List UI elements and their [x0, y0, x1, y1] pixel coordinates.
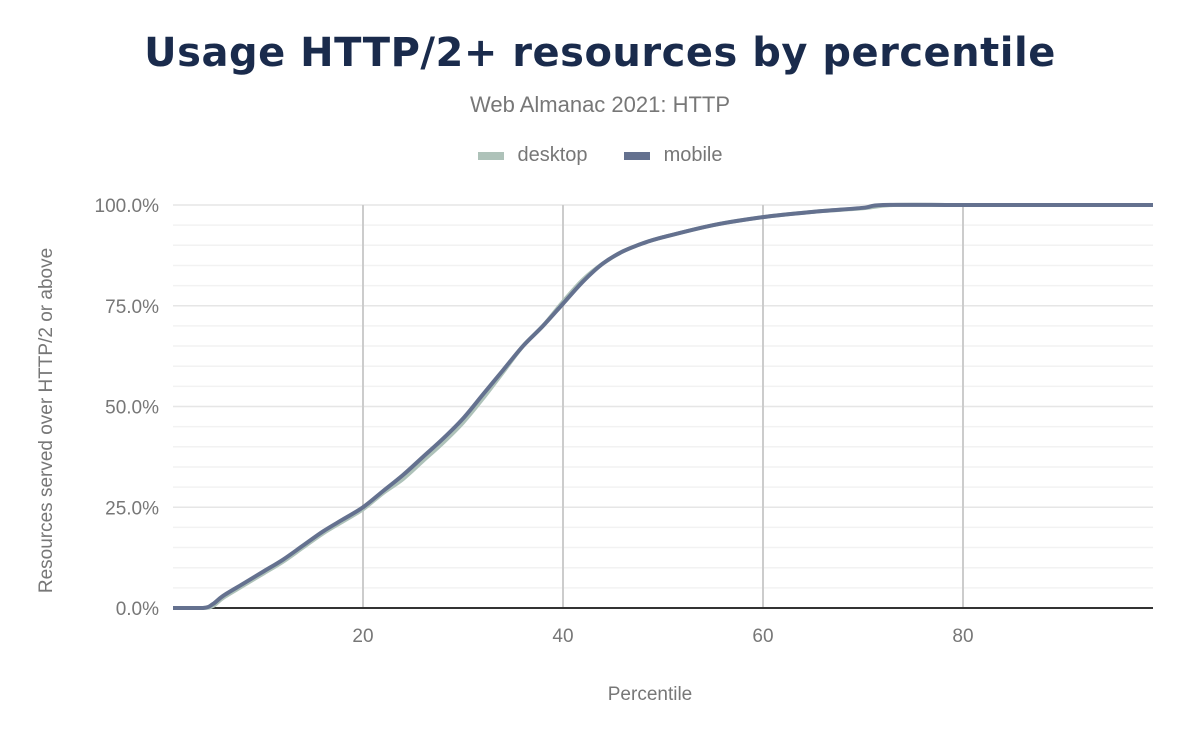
chart-title: Usage HTTP/2+ resources by percentile — [144, 30, 1056, 76]
y-tick-label: 50.0% — [105, 398, 159, 419]
x-tick-label: 60 — [752, 626, 773, 647]
x-axis-label: Percentile — [608, 684, 693, 705]
y-tick-label: 100.0% — [95, 196, 160, 217]
legend-label-desktop: desktop — [517, 144, 588, 166]
legend-item-mobile[interactable]: mobile — [623, 144, 723, 167]
y-tick-label: 0.0% — [116, 599, 159, 620]
chart-subtitle: Web Almanac 2021: HTTP — [469, 92, 731, 117]
y-tick-label: 25.0% — [105, 498, 159, 519]
x-tick-label: 40 — [552, 626, 573, 647]
y-axis-label: Resources served over HTTP/2 or above — [36, 248, 57, 593]
legend-swatch-mobile — [623, 151, 650, 160]
y-tick-label: 75.0% — [105, 297, 159, 318]
legend: desktop mobile — [0, 144, 1200, 167]
series-line-mobile — [172, 202, 1153, 611]
legend-label-mobile: mobile — [663, 144, 723, 166]
legend-swatch-desktop — [477, 151, 504, 160]
x-tick-label: 20 — [352, 626, 373, 647]
x-tick-label: 80 — [952, 626, 973, 647]
legend-item-desktop[interactable]: desktop — [477, 144, 588, 167]
